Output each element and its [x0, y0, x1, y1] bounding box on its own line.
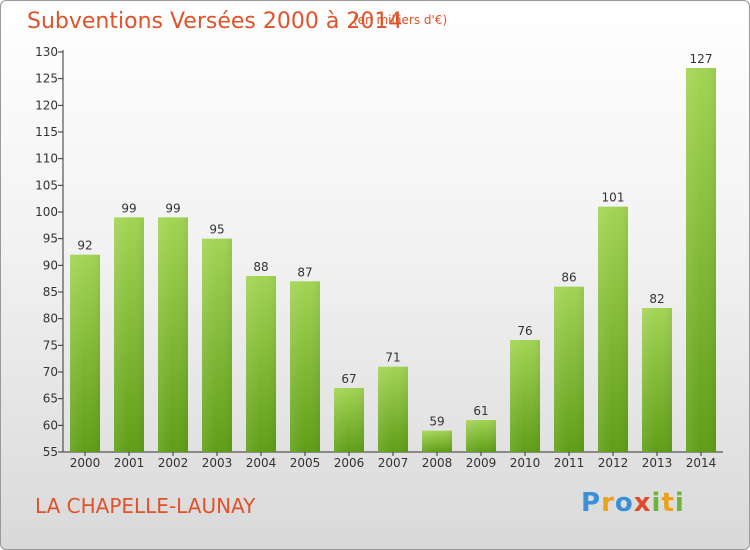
x-tick-label: 2014 [686, 456, 717, 470]
data-labels: 92 99 99 95 88 87 67 71 59 61 76 86 101 82 127 [77, 52, 712, 429]
logo-letter: r [601, 488, 615, 518]
data-label: 59 [429, 415, 444, 429]
logo-letter: P [581, 488, 602, 518]
bar-shine [598, 206, 628, 452]
y-tick-label: 110 [35, 152, 58, 166]
bar-series [70, 68, 716, 452]
logo-letter: i [674, 488, 685, 518]
data-label: 61 [473, 404, 488, 418]
y-tick-label: 115 [35, 125, 58, 139]
data-label: 67 [341, 372, 356, 386]
data-label: 88 [253, 260, 268, 274]
bar-shine [246, 276, 276, 452]
logo-letter: t [661, 488, 675, 518]
data-label: 87 [297, 265, 312, 279]
bar-shine [466, 420, 496, 452]
x-tick-label: 2012 [598, 456, 629, 470]
x-tick-label: 2011 [554, 456, 585, 470]
y-tick-label: 55 [43, 445, 58, 459]
bar-shine [114, 217, 144, 452]
logo-letter: o [614, 488, 634, 518]
chart-axes: 55 60 65 70 75 80 85 90 95 100 105 110 115 120 125 130 2… [35, 45, 723, 470]
y-tick-label: 95 [43, 232, 58, 246]
data-label: 95 [209, 223, 224, 237]
x-tick-label: 2005 [290, 456, 321, 470]
y-tick-label: 130 [35, 45, 58, 59]
chart-title: Subventions Versées 2000 à 2014 [27, 9, 403, 34]
bar-shine [202, 238, 232, 452]
bar-shine [554, 286, 584, 452]
data-label: 82 [649, 292, 664, 306]
y-tick-label: 85 [43, 285, 58, 299]
x-tick-label: 2003 [202, 456, 233, 470]
data-label: 127 [690, 52, 713, 66]
data-label: 99 [121, 201, 136, 215]
bar-shine [686, 68, 716, 452]
x-tick-label: 2008 [422, 456, 453, 470]
logo-letter: i [651, 488, 662, 518]
x-tick-label: 2010 [510, 456, 541, 470]
y-tick-label: 80 [43, 312, 58, 326]
bar-shine [158, 217, 188, 452]
bar-shine [290, 281, 320, 452]
bar-shine [422, 430, 452, 452]
location-name: LA CHAPELLE-LAUNAY [35, 494, 256, 518]
y-tick-label: 125 [35, 72, 58, 86]
y-tick-label: 75 [43, 338, 58, 352]
y-tick-label: 90 [43, 258, 58, 272]
x-tick-label: 2001 [114, 456, 145, 470]
proxiti-logo: Proxiti [581, 488, 685, 518]
y-tick-label: 70 [43, 365, 58, 379]
chart-subtitle: (en milliers d'€) [353, 13, 448, 27]
logo-letter: x [633, 488, 652, 518]
x-tick-label: 2013 [642, 456, 673, 470]
x-tick-label: 2002 [158, 456, 189, 470]
data-label: 86 [561, 271, 576, 285]
bar-shine [378, 366, 408, 452]
y-tick-label: 120 [35, 98, 58, 112]
y-tick-label: 100 [35, 205, 58, 219]
data-label: 101 [602, 191, 625, 205]
x-tick-label: 2009 [466, 456, 497, 470]
data-label: 99 [165, 201, 180, 215]
y-tick-label: 60 [43, 418, 58, 432]
x-tick-label: 2000 [70, 456, 101, 470]
x-tick-label: 2007 [378, 456, 409, 470]
x-tick-label: 2004 [246, 456, 277, 470]
data-label: 71 [385, 351, 400, 365]
y-tick-label: 105 [35, 178, 58, 192]
bar-shine [510, 340, 540, 452]
bar-shine [642, 308, 672, 452]
data-label: 92 [77, 239, 92, 253]
bar-shine [70, 254, 100, 452]
bar-shine [334, 388, 364, 452]
data-label: 76 [517, 324, 532, 338]
x-tick-label: 2006 [334, 456, 365, 470]
y-tick-label: 65 [43, 392, 58, 406]
